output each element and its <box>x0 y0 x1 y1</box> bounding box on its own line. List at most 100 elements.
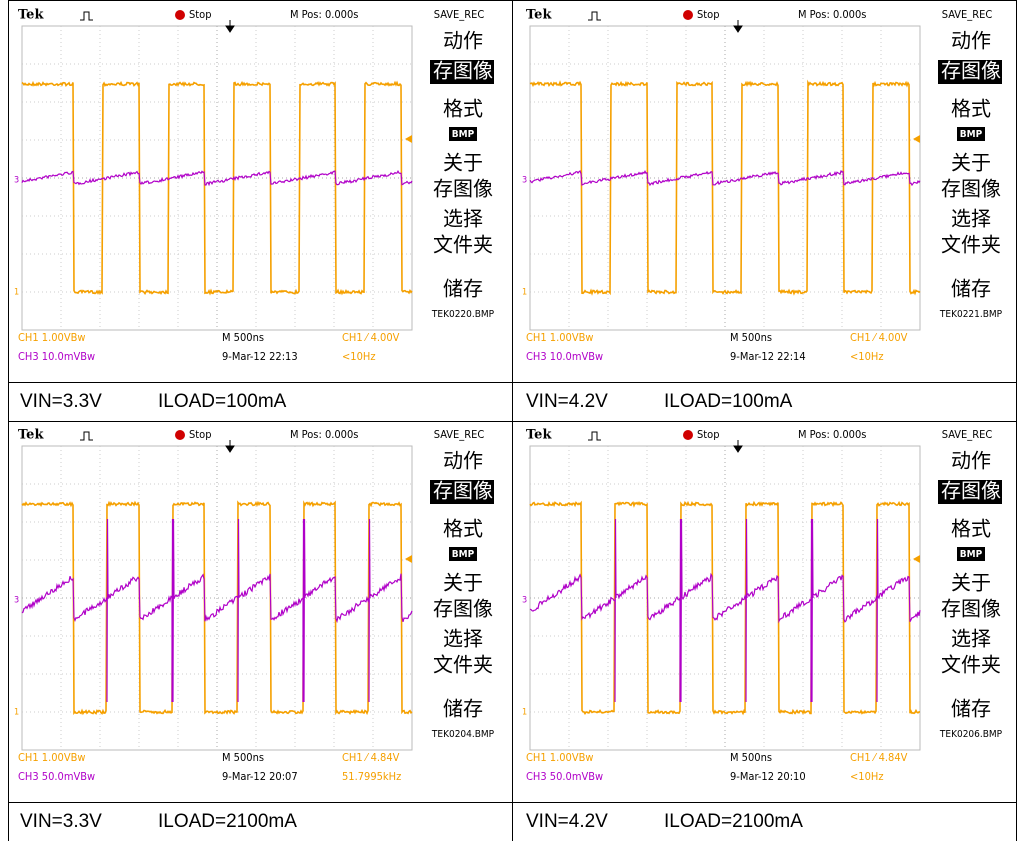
menu-item: 文件夹 <box>433 233 493 257</box>
menu-item: 选择 <box>951 627 991 651</box>
ch1-scale: CH1 1.00VBw <box>526 331 593 344</box>
frequency: <10Hz <box>342 350 376 363</box>
date-time: 9-Mar-12 20:07 <box>222 770 298 783</box>
menu-item: BMP <box>452 129 475 140</box>
filename: TEK0220.BMP <box>431 309 495 320</box>
caption-vin: VIN=3.3V <box>20 811 102 832</box>
menu-item: 文件夹 <box>941 233 1001 257</box>
caption-vin: VIN=4.2V <box>526 811 608 832</box>
menu-item: 存图像 <box>433 597 493 621</box>
menu-title: SAVE_REC <box>434 8 485 21</box>
ch3-scale: CH3 10.0mVBw <box>526 350 603 363</box>
ch3-scale: CH3 10.0mVBw <box>18 350 95 363</box>
menu-item: BMP <box>452 549 475 560</box>
ch3-scale: CH3 50.0mVBw <box>526 770 603 783</box>
caption-vin: VIN=3.3V <box>20 391 102 412</box>
caption-iload: ILOAD=2100mA <box>158 811 297 832</box>
m-pos: M Pos: 0.000s <box>798 428 866 441</box>
ch1-scale: CH1 1.00VBw <box>18 751 85 764</box>
trigger-setting: CH1 ⁄ 4.00V <box>342 331 400 344</box>
trigger-setting: CH1 ⁄ 4.84V <box>850 751 908 764</box>
menu-item: 关于 <box>443 571 483 595</box>
ch3-marker: 3 <box>14 596 19 606</box>
stop-dot <box>175 10 185 20</box>
brand: Tek <box>18 428 44 443</box>
ch3-marker: 3 <box>522 176 527 186</box>
stop-dot <box>683 10 693 20</box>
menu-item: 存图像 <box>941 597 1001 621</box>
m-pos: M Pos: 0.000s <box>290 428 358 441</box>
m-pos: M Pos: 0.000s <box>798 8 866 21</box>
caption-iload: ILOAD=100mA <box>158 391 287 412</box>
menu-item: 存图像 <box>941 479 1001 503</box>
menu-item: 存图像 <box>433 59 493 83</box>
menu-item: 动作 <box>443 29 483 53</box>
menu-item: BMP <box>960 549 983 560</box>
caption-iload: ILOAD=100mA <box>664 391 793 412</box>
ch1-marker: 1 <box>522 288 527 298</box>
menu-item: 存图像 <box>433 177 493 201</box>
menu-item: 关于 <box>951 571 991 595</box>
status: Stop <box>697 428 720 441</box>
menu-item: 储存 <box>951 277 991 301</box>
menu-item: 动作 <box>951 449 991 473</box>
caption-iload: ILOAD=2100mA <box>664 811 803 832</box>
timebase: M 500ns <box>730 331 772 344</box>
menu-item: 储存 <box>443 697 483 721</box>
menu-item: 选择 <box>951 207 991 231</box>
brand: Tek <box>18 8 44 23</box>
page: TekStopM Pos: 0.000sSAVE_REC动作存图像格式BMP关于… <box>0 0 1026 841</box>
date-time: 9-Mar-12 22:14 <box>730 350 806 363</box>
menu-item: 文件夹 <box>433 653 493 677</box>
ch3-marker: 3 <box>522 596 527 606</box>
ch1-marker: 1 <box>522 708 527 718</box>
menu-title: SAVE_REC <box>942 8 993 21</box>
menu-item: 文件夹 <box>941 653 1001 677</box>
timebase: M 500ns <box>222 331 264 344</box>
menu-item: 储存 <box>443 277 483 301</box>
status: Stop <box>697 8 720 21</box>
frequency: 51.7995kHz <box>342 770 401 783</box>
menu-item: 选择 <box>443 207 483 231</box>
menu-item: 储存 <box>951 697 991 721</box>
date-time: 9-Mar-12 20:10 <box>730 770 806 783</box>
menu-item: 存图像 <box>941 177 1001 201</box>
frequency: <10Hz <box>850 350 884 363</box>
date-time: 9-Mar-12 22:13 <box>222 350 298 363</box>
menu-item: 格式 <box>951 97 991 121</box>
ch1-marker: 1 <box>14 288 19 298</box>
filename: TEK0204.BMP <box>431 729 495 740</box>
trigger-setting: CH1 ⁄ 4.00V <box>850 331 908 344</box>
timebase: M 500ns <box>222 751 264 764</box>
menu-item: 关于 <box>951 151 991 175</box>
stop-dot <box>683 430 693 440</box>
menu-title: SAVE_REC <box>942 428 993 441</box>
menu-item: 存图像 <box>941 59 1001 83</box>
menu-item: 动作 <box>443 449 483 473</box>
filename: TEK0221.BMP <box>939 309 1003 320</box>
menu-item: 格式 <box>951 517 991 541</box>
stop-dot <box>175 430 185 440</box>
ch1-scale: CH1 1.00VBw <box>526 751 593 764</box>
brand: Tek <box>526 428 552 443</box>
menu-item: 动作 <box>951 29 991 53</box>
ch1-scale: CH1 1.00VBw <box>18 331 85 344</box>
ch3-scale: CH3 50.0mVBw <box>18 770 95 783</box>
menu-item: 关于 <box>443 151 483 175</box>
menu-item: 选择 <box>443 627 483 651</box>
brand: Tek <box>526 8 552 23</box>
filename: TEK0206.BMP <box>939 729 1003 740</box>
trigger-setting: CH1 ⁄ 4.84V <box>342 751 400 764</box>
menu-item: BMP <box>960 129 983 140</box>
menu-item: 格式 <box>443 97 483 121</box>
menu-title: SAVE_REC <box>434 428 485 441</box>
m-pos: M Pos: 0.000s <box>290 8 358 21</box>
status: Stop <box>189 8 212 21</box>
frequency: <10Hz <box>850 770 884 783</box>
ch3-marker: 3 <box>14 176 19 186</box>
menu-item: 格式 <box>443 517 483 541</box>
status: Stop <box>189 428 212 441</box>
timebase: M 500ns <box>730 751 772 764</box>
ch1-marker: 1 <box>14 708 19 718</box>
menu-item: 存图像 <box>433 479 493 503</box>
